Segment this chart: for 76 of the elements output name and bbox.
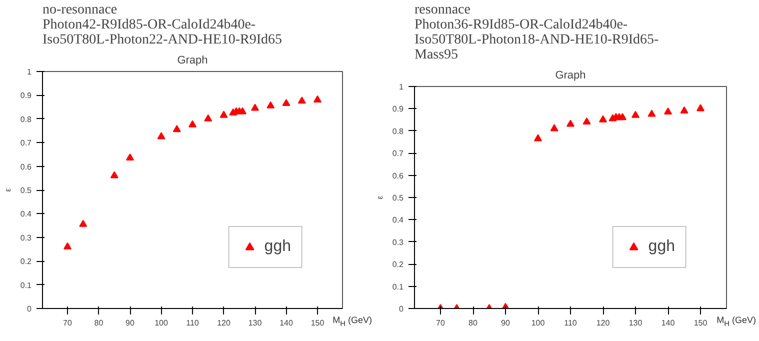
point — [618, 113, 626, 120]
y-tick-label: 0.1 — [392, 282, 404, 292]
y-tick-label: 0.2 — [392, 260, 404, 270]
x-tick-label: 90 — [501, 318, 510, 328]
y-tick-label: 0.6 — [392, 171, 404, 180]
point — [79, 220, 88, 227]
x-axis-title: M$_{H}$ (GeV) — [716, 314, 756, 330]
y-tick-label: 0.9 — [392, 104, 404, 114]
x-tick-label: 70 — [63, 318, 72, 328]
point — [238, 107, 246, 114]
point — [220, 110, 228, 118]
y-tick-label: 0.4 — [392, 216, 404, 225]
point — [126, 153, 134, 161]
y-tick-label: 0.2 — [20, 257, 32, 266]
point — [251, 104, 259, 111]
y-tick-label: 0.8 — [20, 114, 32, 124]
chart-subtitle: Graph — [555, 70, 586, 82]
point — [204, 114, 212, 122]
chart-title: no-resonnace Photon42-R9Id85-OR-CaloId24b40e- Iso50T80L-Photon22-AND-HE10-R9Id65 — [42, 2, 282, 48]
x-tick-label: 90 — [126, 318, 135, 328]
x-tick-label: 100 — [154, 318, 168, 328]
y-tick-label: 0.5 — [20, 186, 32, 195]
chart-subtitle: Graph — [177, 54, 208, 66]
y-tick-label: 0.6 — [20, 162, 32, 172]
x-tick-label: 120 — [596, 318, 610, 328]
point — [632, 110, 640, 118]
legend-label: ggh — [264, 238, 291, 256]
point — [172, 125, 181, 132]
y-tick-label: 0.4 — [20, 210, 32, 219]
y-tick-label: 0.5 — [392, 194, 404, 202]
x-tick-label: 130 — [628, 318, 643, 328]
y-axis-title: ε — [3, 188, 12, 192]
y-axis-title: ε — [375, 195, 384, 200]
x-tick-label: 130 — [248, 318, 262, 328]
point — [664, 107, 672, 115]
y-tick-label: 1 — [27, 68, 32, 76]
y-tick-label: 0 — [399, 304, 404, 314]
y-tick-label: 0.3 — [20, 233, 32, 242]
point — [680, 106, 688, 114]
y-tick-label: 0.9 — [20, 91, 32, 100]
legend-label: ggh — [648, 238, 675, 256]
x-tick-label: 100 — [531, 318, 546, 328]
point — [314, 95, 322, 102]
point — [648, 110, 656, 117]
y-tick-label: 0.8 — [392, 126, 404, 136]
y-tick-label: 1 — [399, 82, 404, 92]
x-tick-label: 150 — [310, 318, 325, 328]
y-tick-label: 0.7 — [392, 149, 404, 158]
x-tick-label: 70 — [436, 318, 446, 328]
y-tick-label: 0.3 — [392, 238, 404, 247]
x-tick-label: 140 — [661, 318, 676, 328]
point — [157, 132, 166, 140]
point — [550, 124, 558, 132]
point — [110, 171, 118, 178]
chart-title: resonnace Photon36-R9Id85-OR-CaloId24b40e- Iso50T80L-Photon18-AND-HE10-R9Id65- Mass95 — [414, 2, 660, 62]
x-tick-label: 140 — [280, 318, 294, 328]
point — [582, 117, 591, 125]
point — [599, 115, 607, 122]
point — [64, 242, 72, 250]
x-tick-label: 150 — [694, 318, 708, 328]
y-tick-label: 0.7 — [20, 138, 32, 148]
x-tick-label: 110 — [186, 318, 200, 328]
y-tick-label: 0 — [27, 304, 32, 314]
x-tick-label: 110 — [564, 318, 578, 328]
point — [566, 120, 574, 127]
x-tick-label: 80 — [468, 318, 478, 328]
point — [266, 101, 275, 108]
x-tick-label: 80 — [94, 318, 104, 328]
y-tick-label: 0.1 — [20, 280, 32, 290]
x-tick-label: 120 — [217, 318, 231, 328]
x-axis-title: M$_{H}$ (GeV) — [332, 314, 372, 330]
point — [696, 104, 704, 112]
point — [534, 134, 542, 142]
point — [188, 120, 196, 128]
point — [298, 96, 306, 104]
point — [282, 98, 290, 106]
